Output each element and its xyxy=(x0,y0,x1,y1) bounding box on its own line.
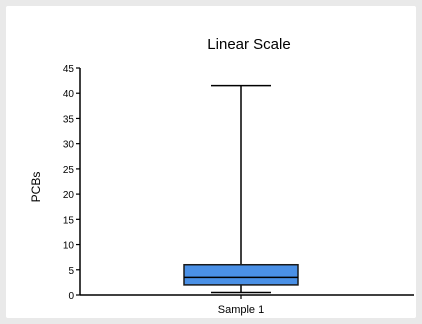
box-0 xyxy=(183,84,299,294)
y-tick-label: 5 xyxy=(68,266,74,277)
chart-title: Linear Scale xyxy=(207,36,290,53)
box-series xyxy=(183,84,299,294)
y-tick-label: 45 xyxy=(63,64,75,75)
interquartile-box xyxy=(183,263,299,286)
y-axis-label: PCBs xyxy=(29,172,43,203)
y-tick-label: 20 xyxy=(63,190,75,201)
y-axis: 0 5 10 15 20 25 30 35 40 45 xyxy=(63,64,81,302)
y-tick-label: 15 xyxy=(63,215,75,226)
y-tick-label: 30 xyxy=(63,140,75,151)
box-plot-chart: Linear Scale PCBs 0 5 10 15 20 25 30 35 40 45 Sam… xyxy=(29,36,414,316)
y-tick-label: 40 xyxy=(63,89,75,100)
x-tick-label: Sample 1 xyxy=(218,304,264,316)
y-tick-label: 10 xyxy=(63,241,75,252)
y-tick-label: 0 xyxy=(68,291,74,302)
y-tick-label: 25 xyxy=(63,165,75,176)
x-axis: Sample 1 xyxy=(80,294,414,316)
chart-canvas: Linear Scale PCBs 0 5 10 15 20 25 30 35 40 45 Sam… xyxy=(6,6,416,318)
y-tick-label: 35 xyxy=(63,114,75,125)
